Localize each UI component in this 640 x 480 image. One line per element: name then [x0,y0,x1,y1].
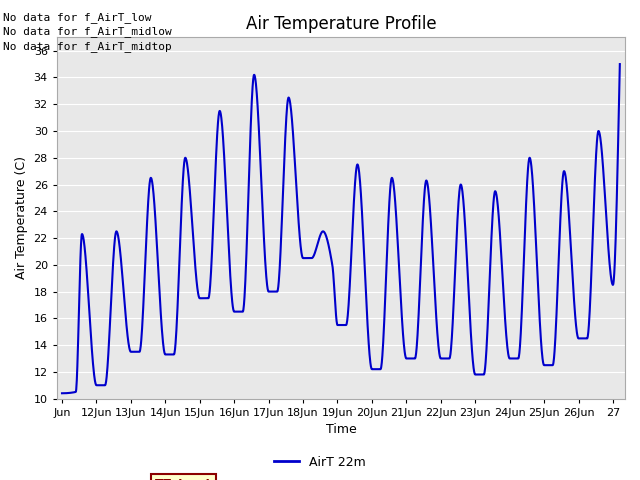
Text: TZ_tmet: TZ_tmet [155,478,212,480]
Text: No data for f_AirT_midlow: No data for f_AirT_midlow [3,26,172,37]
X-axis label: Time: Time [326,423,356,436]
Y-axis label: Air Temperature (C): Air Temperature (C) [15,156,28,279]
Legend: AirT 22m: AirT 22m [269,451,371,474]
Title: Air Temperature Profile: Air Temperature Profile [246,15,436,33]
Text: No data for f_AirT_low: No data for f_AirT_low [3,12,152,23]
Text: No data for f_AirT_midtop: No data for f_AirT_midtop [3,41,172,52]
